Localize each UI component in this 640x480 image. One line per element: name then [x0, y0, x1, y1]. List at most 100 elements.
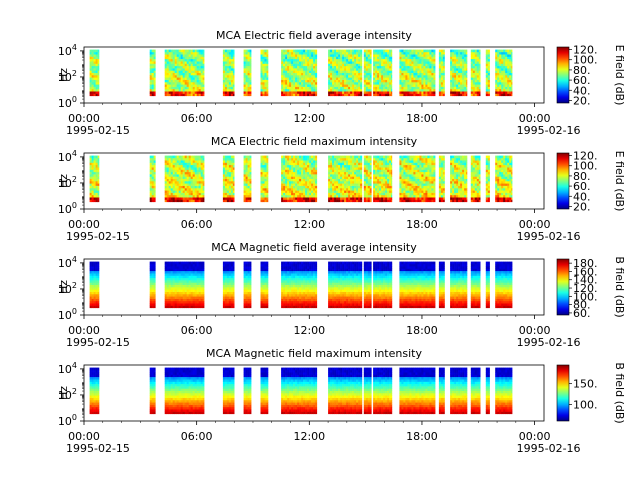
spectrogram-cell	[377, 88, 380, 92]
spectrogram-cell	[417, 63, 420, 67]
spectrogram-cell	[423, 93, 426, 97]
spectrogram-cell	[348, 157, 351, 161]
spectrogram-cell	[178, 162, 181, 166]
spectrogram-cell	[431, 82, 434, 85]
spectrogram-cell	[399, 185, 402, 189]
spectrogram-cell	[188, 56, 191, 60]
spectrogram-cell	[499, 51, 502, 55]
spectrogram-cell	[417, 93, 420, 97]
spectrogram-cell	[164, 171, 167, 175]
spectrogram-cell	[495, 65, 498, 69]
spectrogram-cell	[198, 188, 201, 191]
spectrogram-cell	[360, 183, 363, 186]
spectrogram-cell	[228, 51, 232, 55]
spectrogram-cell	[419, 63, 422, 67]
spectrogram-cell	[305, 190, 308, 193]
spectrogram-cell	[293, 49, 296, 53]
spectrogram-cell	[363, 56, 367, 60]
spectrogram-cell	[460, 70, 463, 73]
spectrogram-cell	[427, 181, 430, 184]
spectrogram-cell	[164, 51, 167, 55]
spectrogram-cell	[409, 171, 412, 175]
spectrogram-cell	[442, 56, 445, 60]
spectrogram-cell	[511, 93, 513, 97]
spectrogram-cell	[307, 58, 310, 62]
spectrogram-cell	[495, 79, 498, 83]
x-tick-label: 06:00	[181, 112, 213, 125]
spectrogram-cell	[190, 93, 193, 97]
spectrogram-cell	[283, 174, 286, 177]
spectrogram-cell	[301, 169, 304, 173]
spectrogram-cell	[186, 188, 189, 191]
spectrogram-cell	[311, 190, 314, 193]
spectrogram-cell	[501, 91, 504, 94]
spectrogram-cell	[164, 65, 167, 69]
spectrogram-cell	[190, 79, 193, 83]
spectrogram-cell	[487, 77, 490, 80]
spectrogram-cell	[299, 86, 302, 90]
spectrogram-cell	[262, 185, 265, 189]
spectrogram-cell	[377, 157, 380, 161]
spectrogram-cell	[423, 68, 426, 71]
spectrogram-cell	[387, 169, 390, 173]
spectrogram-cell	[153, 70, 156, 73]
spectrogram-cell	[328, 84, 331, 87]
spectrogram-cell	[425, 86, 428, 90]
spectrogram-cell	[407, 86, 410, 90]
spectrogram-cell	[285, 167, 288, 170]
spectrogram-cell	[285, 178, 288, 182]
spectrogram-cell	[358, 65, 361, 69]
spectrogram-cell	[301, 181, 304, 184]
spectrogram-cell	[289, 58, 292, 62]
spectrogram-cell	[315, 190, 318, 193]
spectrogram-cell	[153, 56, 156, 60]
spectrogram-cell	[407, 192, 410, 196]
spectrogram-cell	[456, 61, 459, 64]
spectrogram-cell	[442, 77, 445, 80]
spectrogram-cell	[431, 185, 434, 189]
spectrogram-cell	[190, 68, 193, 71]
spectrogram-cell	[198, 183, 201, 186]
spectrogram-cell	[401, 54, 404, 57]
spectrogram-cell	[89, 183, 92, 186]
spectrogram-cell	[401, 70, 404, 73]
spectrogram-cell	[456, 82, 459, 85]
spectrogram-cell	[190, 63, 193, 67]
spectrogram-cell	[245, 56, 248, 60]
spectrogram-cell	[452, 56, 455, 60]
spectrogram-cell	[375, 178, 378, 182]
spectrogram-cell	[174, 68, 177, 71]
spectrogram-cell	[243, 174, 246, 177]
spectrogram-cell	[367, 199, 371, 203]
spectrogram-cell	[297, 176, 300, 179]
spectrogram-cell	[305, 181, 308, 184]
spectrogram-cell	[149, 160, 152, 163]
spectrogram-cell	[245, 70, 248, 73]
spectrogram-cell	[379, 49, 382, 53]
spectrogram-cell	[170, 56, 173, 60]
spectrogram-cell	[170, 65, 173, 69]
spectrogram-cell	[419, 157, 422, 161]
spectrogram-cell	[373, 183, 376, 186]
spectrogram-cell	[178, 178, 181, 182]
spectrogram-cell	[172, 84, 175, 87]
spectrogram-cell	[151, 82, 154, 85]
spectrogram-cell	[264, 51, 267, 55]
spectrogram-cell	[186, 181, 189, 184]
spectrogram-cell	[176, 169, 179, 173]
spectrogram-cell	[381, 51, 384, 55]
spectrogram-cell	[348, 194, 351, 198]
spectrogram-cell	[383, 49, 386, 53]
spectrogram-cell	[170, 68, 173, 71]
spectrogram-cell	[182, 169, 185, 173]
spectrogram-cell	[342, 75, 345, 78]
spectrogram-cell	[350, 51, 353, 55]
spectrogram-cell	[334, 171, 337, 175]
spectrogram-cell	[97, 70, 100, 73]
spectrogram-cell	[178, 86, 181, 90]
spectrogram-cell	[192, 63, 195, 67]
spectrogram-cell	[266, 88, 269, 92]
spectrogram-cell	[431, 75, 434, 78]
spectrogram-cell	[348, 185, 351, 189]
spectrogram-cell	[474, 68, 478, 71]
